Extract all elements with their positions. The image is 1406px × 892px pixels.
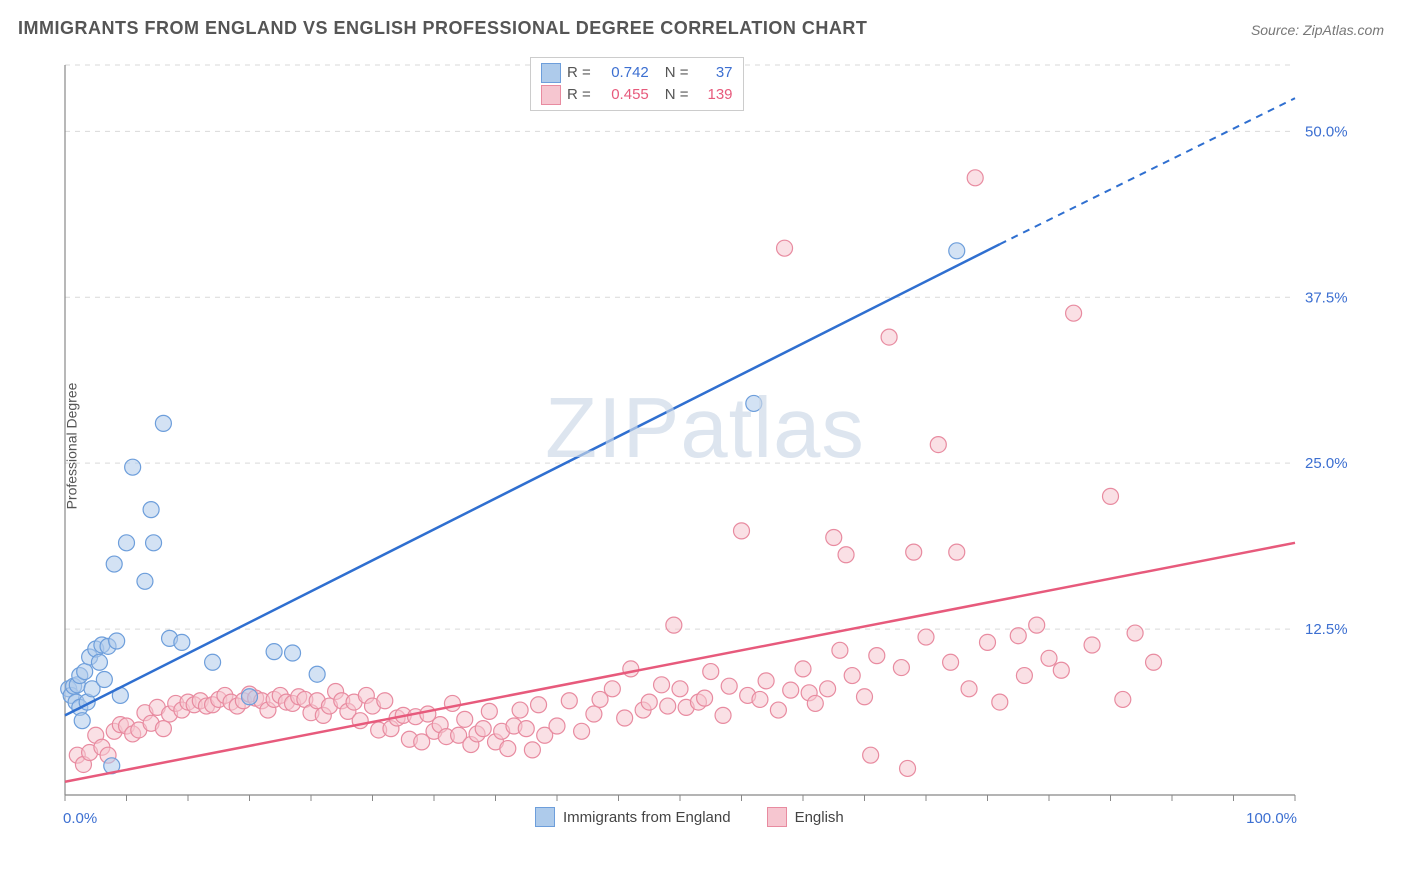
series-legend-item: English [767,807,844,827]
n-label: N = [665,62,689,84]
chart-title: IMMIGRANTS FROM ENGLAND VS ENGLISH PROFE… [18,18,867,39]
series-legend-item: Immigrants from England [535,807,731,827]
n-value: 139 [695,84,733,106]
legend-swatch [541,85,561,105]
r-value: 0.742 [597,62,649,84]
series-label: Immigrants from England [563,809,731,826]
legend-swatch [541,63,561,83]
legend-row: R = 0.455 N = 139 [541,84,733,106]
legend-swatch [767,807,787,827]
svg-text:25.0%: 25.0% [1305,455,1348,472]
r-value: 0.455 [597,84,649,106]
r-label: R = [567,84,591,106]
svg-text:37.5%: 37.5% [1305,289,1348,306]
svg-text:100.0%: 100.0% [1246,810,1297,827]
svg-text:12.5%: 12.5% [1305,621,1348,638]
source-attribution: Source: ZipAtlas.com [1251,22,1384,38]
chart-svg: 12.5% 25.0% 37.5% 50.0% 0.0% 100.0% [55,55,1355,835]
svg-text:50.0%: 50.0% [1305,123,1348,140]
r-label: R = [567,62,591,84]
legend-row: R = 0.742 N = 37 [541,62,733,84]
n-value: 37 [695,62,733,84]
legend-swatch [535,807,555,827]
chart-container: IMMIGRANTS FROM ENGLAND VS ENGLISH PROFE… [0,0,1406,892]
series-label: English [795,809,844,826]
series-legend: Immigrants from England English [535,807,844,827]
n-label: N = [665,84,689,106]
plot-area: 12.5%25.0%37.5%50.0%0.0%100.0% ZIPatlas … [55,55,1355,835]
correlation-legend: R = 0.742 N = 37 R = 0.455 N = 139 [530,57,744,111]
svg-text:0.0%: 0.0% [63,810,97,827]
